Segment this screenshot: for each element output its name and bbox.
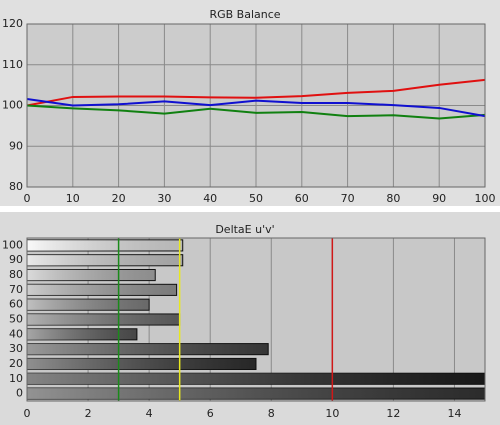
bar-shade <box>27 343 269 355</box>
bar-shade <box>27 284 177 296</box>
y-tick-label: 120 <box>2 17 23 30</box>
y-tick-label: 100 <box>2 99 23 112</box>
y-tick-label: 0 <box>16 387 23 400</box>
bar-shade <box>27 388 485 400</box>
y-tick-label: 80 <box>9 268 23 281</box>
x-tick-label: 8 <box>268 407 275 420</box>
y-tick-label: 90 <box>9 139 23 152</box>
bar-shade <box>27 254 183 266</box>
y-tick-label: 100 <box>2 238 23 251</box>
x-tick-label: 60 <box>295 192 309 205</box>
series-line <box>26 97 486 118</box>
x-tick-label: 70 <box>341 192 355 205</box>
x-tick-label: 40 <box>203 192 217 205</box>
x-tick-label: 30 <box>157 192 171 205</box>
x-tick-label: 10 <box>66 192 80 205</box>
y-tick-label: 30 <box>9 342 23 355</box>
x-tick-label: 90 <box>432 192 446 205</box>
x-tick-label: 10 <box>325 407 339 420</box>
plot-frame <box>26 23 486 188</box>
y-tick-label: 50 <box>9 313 23 326</box>
x-tick-label: 0 <box>24 407 31 420</box>
chart-title: RGB Balance <box>209 8 280 21</box>
x-tick-label: 20 <box>112 192 126 205</box>
y-tick-label: 20 <box>9 357 23 370</box>
plot-frame <box>26 237 486 402</box>
x-tick-label: 100 <box>475 192 496 205</box>
bar-shade <box>27 269 156 281</box>
bar-shade <box>27 328 137 340</box>
x-tick-label: 80 <box>386 192 400 205</box>
y-tick-label: 70 <box>9 283 23 296</box>
y-tick-label: 40 <box>9 327 23 340</box>
bar-shade <box>27 313 180 326</box>
bar-shade <box>27 299 150 311</box>
bar-shade <box>27 358 256 370</box>
chart-title: DeltaE u'v' <box>215 223 274 236</box>
y-tick-label: 10 <box>9 372 23 385</box>
y-tick-label: 60 <box>9 298 23 311</box>
y-tick-label: 80 <box>9 180 23 193</box>
x-tick-label: 50 <box>249 192 263 205</box>
x-tick-label: 14 <box>447 407 461 420</box>
series-line <box>26 78 486 107</box>
bar-shade <box>27 373 485 385</box>
x-tick-label: 4 <box>146 407 153 420</box>
separator <box>0 206 500 212</box>
y-tick-label: 110 <box>2 58 23 71</box>
x-tick-label: 6 <box>207 407 214 420</box>
series-line <box>26 104 486 120</box>
x-tick-label: 2 <box>85 407 92 420</box>
x-tick-label: 12 <box>386 407 400 420</box>
bar-shade <box>27 239 183 251</box>
x-tick-label: 0 <box>24 192 31 205</box>
y-tick-label: 90 <box>9 253 23 266</box>
